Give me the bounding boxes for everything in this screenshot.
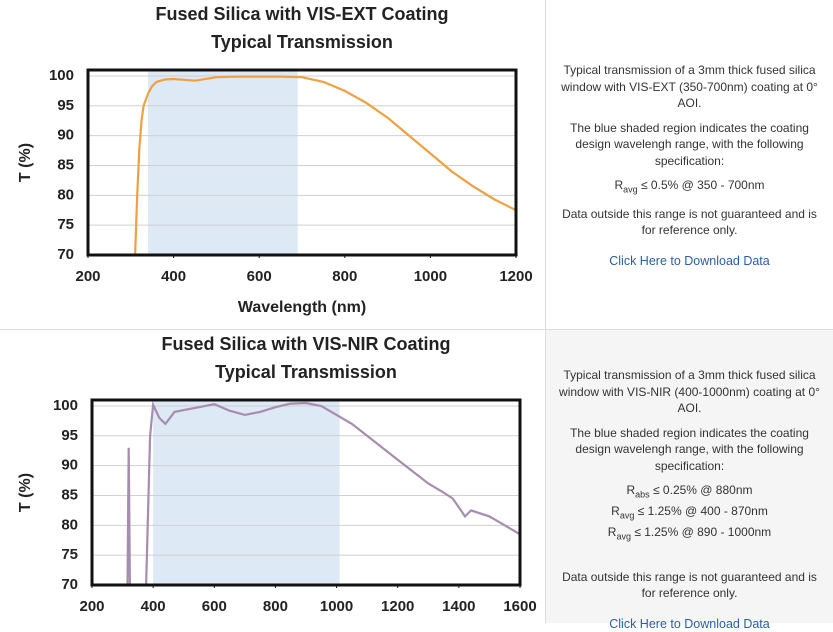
y-tick-label: 85 (57, 156, 74, 173)
spec-symbol: R (607, 524, 617, 539)
x-tick-label: 800 (332, 268, 357, 285)
y-tick-label: 100 (49, 67, 74, 84)
disclaimer: Data outside this range is not guarantee… (562, 569, 817, 601)
spec-text: ≤ 0.5% @ 350 - 700nm (641, 178, 765, 192)
chart: Fused Silica with VIS-NIR Coating Typical… (17, 334, 536, 615)
x-tick-label: 400 (141, 598, 166, 615)
y-tick-label: 70 (57, 246, 74, 263)
x-tick-label: 1600 (503, 598, 536, 615)
y-tick-label: 95 (57, 97, 74, 114)
y-tick-label: 90 (57, 127, 74, 144)
divider (0, 329, 833, 330)
disclaimer: Data outside this range is not guarantee… (562, 206, 817, 238)
x-tick-label: 600 (247, 268, 272, 285)
spec-text: ≤ 1.25% @ 890 - 1000nm (634, 524, 772, 539)
spec-list: Ravg ≤ 0.5% @ 350 - 700nm (556, 177, 823, 198)
spec-subscript: avg (623, 184, 638, 195)
x-tick-label: 1400 (442, 598, 475, 615)
spec-symbol: R (626, 483, 636, 497)
spec-symbol: R (614, 178, 624, 192)
chart-title: Fused Silica with VIS-NIR Coating (161, 334, 450, 354)
chart: Fused Silica with VIS-EXT Coating Typical… (17, 4, 532, 316)
spec: Ravg ≤ 1.25% @ 400 - 870nm (556, 503, 823, 524)
x-tick-label: 1200 (499, 268, 532, 285)
y-axis-label: T (%) (17, 143, 34, 182)
spec: Ravg ≤ 1.25% @ 890 - 1000nm (556, 524, 823, 545)
spec-subscript: avg (619, 510, 635, 521)
plot-frame (90, 398, 522, 587)
shading-note: The blue shaded region indicates the coa… (570, 425, 809, 473)
spec-symbol: R (611, 503, 620, 518)
y-tick-label: 95 (61, 427, 78, 444)
y-tick-label: 70 (61, 576, 78, 593)
spec-text: ≤ 0.25% @ 880nm (653, 483, 753, 497)
spec-text: ≤ 1.25% @ 400 - 870nm (637, 503, 768, 518)
x-tick-label: 800 (263, 598, 288, 615)
transmission-line (126, 400, 520, 585)
download-link[interactable]: Click Here to Download Data (609, 253, 770, 268)
spec: Ravg ≤ 0.5% @ 350 - 700nm (556, 177, 823, 198)
x-tick-label: 400 (161, 268, 186, 285)
spec-subscript: avg (616, 531, 631, 542)
transmission-line (134, 75, 516, 255)
y-tick-label: 75 (61, 546, 78, 563)
x-tick-label: 1000 (414, 268, 447, 285)
x-tick-label: 200 (75, 268, 100, 285)
x-tick-label: 1200 (381, 598, 414, 615)
plot-frame (86, 68, 518, 257)
y-tick-label: 80 (61, 516, 78, 533)
y-axis-label: T (%) (17, 473, 34, 512)
x-axis-label: Wavelength (nm) (238, 299, 366, 316)
shading-note: The blue shaded region indicates the coa… (570, 120, 809, 168)
info-panel: Typical transmission of a 3mm thick fuse… (545, 0, 833, 329)
y-tick-label: 85 (61, 486, 78, 503)
y-tick-label: 80 (57, 186, 74, 203)
x-tick-label: 1000 (320, 598, 353, 615)
y-tick-label: 100 (53, 397, 78, 414)
x-tick-label: 600 (202, 598, 227, 615)
spec-subscript: abs (635, 489, 650, 500)
y-tick-label: 90 (61, 457, 78, 474)
chart-subtitle: Typical Transmission (211, 32, 393, 52)
shaded-region (147, 70, 298, 255)
shaded-region (153, 400, 340, 585)
download-link[interactable]: Click Here to Download Data (609, 616, 770, 631)
chart-subtitle: Typical Transmission (215, 362, 397, 382)
y-tick-label: 75 (57, 216, 74, 233)
chart-title: Fused Silica with VIS-EXT Coating (155, 4, 448, 24)
spec: Rabs ≤ 0.25% @ 880nm (556, 482, 823, 503)
description: Typical transmission of a 3mm thick fuse… (559, 368, 820, 415)
description: Typical transmission of a 3mm thick fuse… (561, 63, 818, 110)
spec-list: Rabs ≤ 0.25% @ 880nm Ravg ≤ 1.25% @ 400 -… (556, 482, 823, 545)
info-panel: Typical transmission of a 3mm thick fuse… (545, 330, 833, 631)
x-tick-label: 200 (79, 598, 104, 615)
